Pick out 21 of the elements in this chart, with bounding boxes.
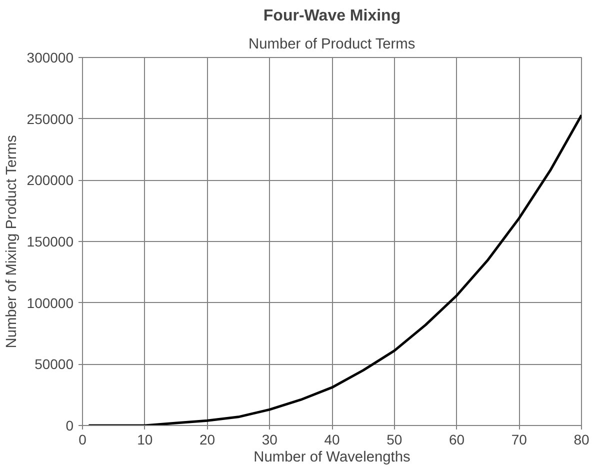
y-tick-label: 250000 bbox=[26, 110, 74, 127]
x-tick-label: 50 bbox=[386, 432, 402, 448]
y-tick-label: 150000 bbox=[26, 234, 74, 250]
x-tick-label: 0 bbox=[78, 432, 87, 448]
x-tick-label: 80 bbox=[574, 432, 590, 448]
x-tick-label: 10 bbox=[137, 432, 153, 448]
y-tick-label: 0 bbox=[66, 418, 74, 434]
y-tick-label: 300000 bbox=[26, 50, 74, 66]
chart-subtitle: Number of Product Terms bbox=[248, 36, 416, 52]
y-axis-title: Number of Mixing Product Terms bbox=[4, 135, 20, 348]
chart-title: Four-Wave Mixing bbox=[263, 8, 401, 24]
x-tick-label: 20 bbox=[199, 432, 216, 448]
x-tick-label: 60 bbox=[448, 432, 465, 448]
y-tick-label: 100000 bbox=[26, 294, 74, 311]
x-tick-label: 70 bbox=[511, 432, 528, 448]
x-tick-label: 40 bbox=[324, 432, 340, 448]
y-tick-label: 200000 bbox=[26, 172, 74, 188]
line-series bbox=[87, 114, 582, 426]
x-axis-title: Number of Wavelengths bbox=[254, 450, 410, 466]
x-tick-label: 30 bbox=[262, 432, 278, 448]
y-tick-label: 50000 bbox=[34, 356, 74, 372]
